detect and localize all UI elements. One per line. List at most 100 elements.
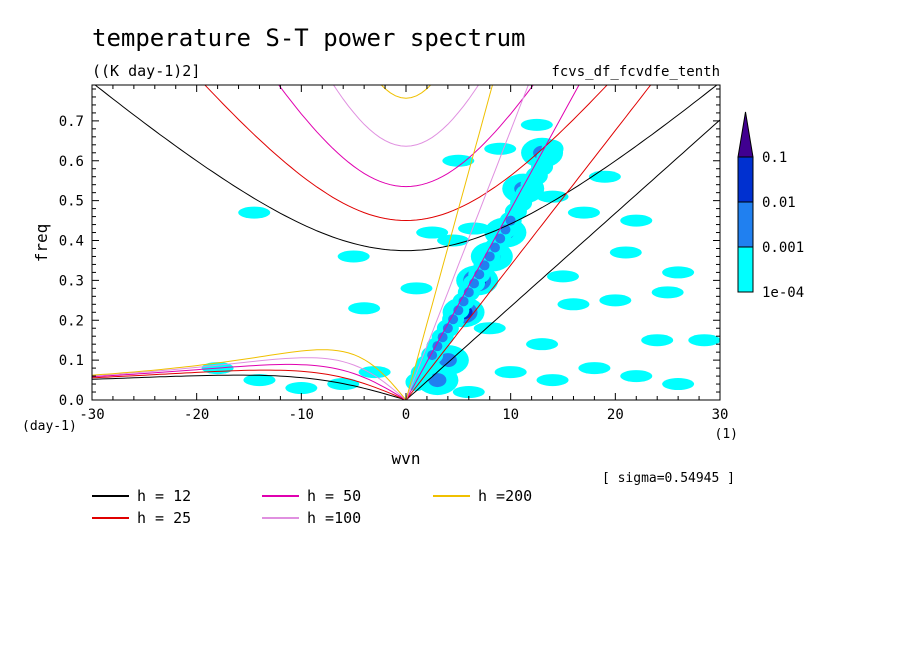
power-blob	[442, 154, 475, 167]
x-tick-label: -20	[184, 407, 209, 423]
kelvin-curve	[405, 85, 529, 400]
power-blob	[285, 382, 318, 395]
y-tick-label: 0.6	[59, 154, 84, 170]
gravity-wave-curve	[380, 85, 432, 99]
kelvin-ridge-cell	[541, 139, 564, 158]
power-blob	[578, 362, 611, 375]
x-tick-label: -10	[289, 407, 314, 423]
kelvin-curve	[405, 85, 580, 400]
power-blob	[547, 270, 579, 283]
legend-label: h =100	[307, 509, 361, 527]
power-blob	[620, 214, 653, 227]
kelvin-ridge-core	[442, 323, 453, 334]
gravity-wave-curve	[94, 85, 718, 252]
x-axis-label: wvn	[392, 449, 421, 468]
power-blob	[688, 334, 720, 347]
power-spectrum-field	[201, 118, 720, 399]
power-blob	[452, 386, 485, 399]
power-blob	[348, 302, 381, 315]
power-blob	[484, 142, 517, 155]
kelvin-ridge-core	[453, 305, 464, 316]
rossby-curve	[92, 369, 407, 400]
dispersion-curves	[92, 85, 720, 400]
power-blob	[536, 374, 569, 387]
y-tick-label: 0.7	[59, 114, 84, 130]
power-blob	[609, 246, 642, 259]
kelvin-ridge-core	[448, 314, 459, 325]
gravity-wave-curve	[332, 85, 480, 147]
kelvin-curve	[405, 119, 720, 400]
colorbar-label: 1e-04	[762, 285, 804, 301]
power-blob	[599, 294, 632, 307]
y-tick-label: 0.2	[59, 313, 84, 329]
x-tick-label: 10	[502, 407, 519, 423]
power-blob	[400, 282, 433, 295]
x-tick-label: -30	[79, 407, 104, 423]
kelvin-ridge-core	[474, 269, 485, 280]
sigma-label: [ sigma=0.54945 ]	[602, 471, 735, 486]
colorbar-segment	[737, 156, 754, 203]
kelvin-curve	[405, 85, 494, 400]
kelvin-ridge-core	[484, 251, 495, 262]
colorbar-label: 0.1	[762, 150, 787, 166]
power-blob	[526, 338, 559, 351]
rossby-curve	[92, 349, 407, 400]
legend-label: h = 25	[137, 509, 191, 527]
colorbar-top-arrow	[737, 111, 754, 158]
power-blob	[238, 206, 271, 219]
power-blob	[662, 378, 695, 391]
power-blob	[588, 170, 621, 183]
power-blob	[662, 266, 695, 279]
source-label: fcvs_df_fcvdfe_tenth	[551, 64, 720, 80]
y-tick-label: 0.4	[59, 234, 84, 250]
rossby-curve	[92, 374, 407, 400]
rossby-curve	[92, 357, 407, 400]
x-tick-label: 0	[402, 407, 410, 423]
power-blob	[567, 206, 600, 219]
plot-frame	[91, 84, 721, 401]
legend-label: h = 12	[137, 487, 191, 505]
gravity-wave-curve	[204, 85, 608, 222]
colorbar-label: 0.001	[762, 240, 804, 256]
chart-subtitle: ((K day-1)2]	[92, 62, 200, 80]
power-blob	[473, 322, 506, 335]
power-blob	[536, 190, 569, 203]
x-unit-label: (1)	[715, 427, 738, 442]
power-blob	[243, 374, 276, 387]
power-blob	[520, 118, 553, 131]
power-blob	[438, 353, 457, 368]
legend-label: h = 50	[307, 487, 361, 505]
power-blob	[437, 234, 470, 247]
kelvin-ridge-core	[495, 233, 506, 244]
power-blob	[620, 370, 653, 383]
kelvin-ridge-core	[432, 341, 443, 352]
kelvin-ridge-core	[479, 260, 490, 271]
y-tick-label: 0.3	[59, 273, 84, 289]
rossby-curve	[92, 363, 407, 400]
y-tick-label: 0.1	[59, 353, 84, 369]
colorbar-label: 0.01	[762, 195, 796, 211]
y-axis-label: freq	[32, 224, 51, 263]
chart-title: temperature S-T power spectrum	[92, 24, 525, 52]
gravity-wave-curve	[278, 85, 534, 188]
legend: h = 12 h = 25 h = 50 h =100 h =200	[92, 487, 532, 527]
kelvin-ridge-core	[489, 242, 500, 253]
power-blob	[358, 366, 391, 379]
power-blob	[494, 366, 527, 379]
power-blob	[557, 298, 590, 311]
colorbar: 1e-04 0.001 0.01 0.1	[737, 111, 804, 301]
kelvin-ridge-core	[437, 332, 448, 343]
power-blob	[458, 222, 491, 235]
kelvin-curve	[405, 85, 652, 400]
legend-label: h =200	[478, 487, 532, 505]
x-tick-label: 20	[607, 407, 624, 423]
y-tick-label: 0.0	[59, 393, 84, 409]
axis-ticks: -30 -20 -10 0 10 20 30 0.0 0.1 0.2 0.3 0.4 0.5 0.6 0.7	[59, 85, 729, 423]
y-unit-label: (day-1)	[22, 419, 77, 434]
colorbar-segment	[737, 246, 754, 293]
x-tick-label: 30	[712, 407, 729, 423]
colorbar-segment	[737, 201, 754, 248]
power-blob	[337, 250, 370, 263]
power-blob	[416, 226, 449, 239]
